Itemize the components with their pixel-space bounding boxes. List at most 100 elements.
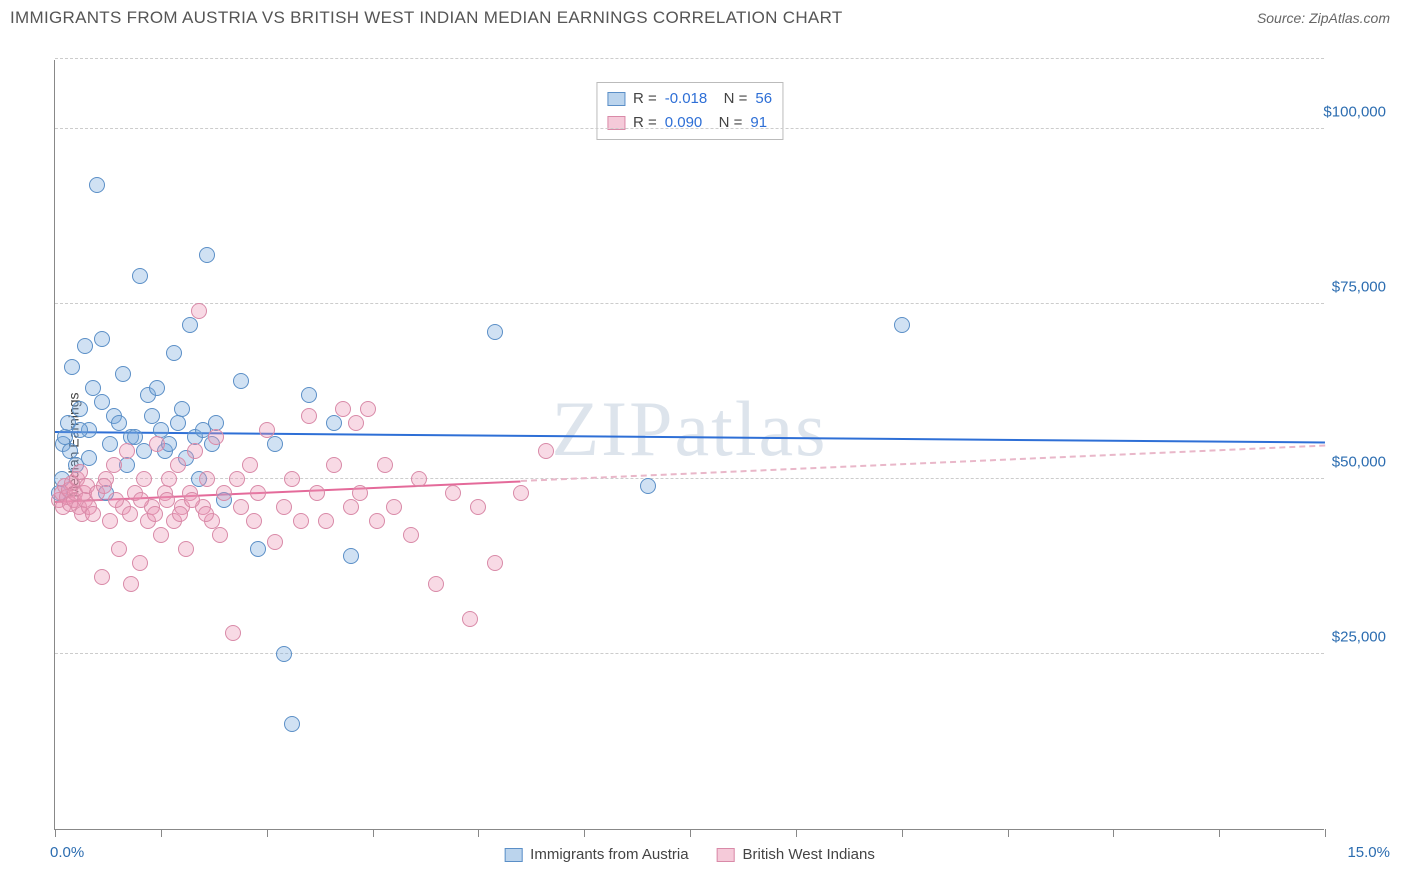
data-point-b — [225, 625, 241, 641]
gridline-h — [55, 128, 1324, 129]
data-point-b — [348, 415, 364, 431]
data-point-b — [191, 303, 207, 319]
data-point-b — [187, 443, 203, 459]
data-point-a — [343, 548, 359, 564]
data-point-b — [242, 457, 258, 473]
data-point-a — [166, 345, 182, 361]
x-tick — [478, 829, 479, 837]
gridline-h — [55, 478, 1324, 479]
chart-container: Median Earnings ZIPatlas R = -0.018 N = … — [44, 40, 1384, 840]
data-point-b — [159, 492, 175, 508]
data-point-a — [111, 415, 127, 431]
data-point-b — [184, 492, 200, 508]
data-point-a — [250, 541, 266, 557]
y-tick-label: $25,000 — [1332, 629, 1386, 646]
data-point-b — [470, 499, 486, 515]
legend-stats-row-a: R = -0.018 N = 56 — [607, 87, 772, 111]
data-point-b — [132, 555, 148, 571]
data-point-b — [246, 513, 262, 529]
data-point-b — [149, 436, 165, 452]
data-point-a — [199, 247, 215, 263]
data-point-b — [352, 485, 368, 501]
x-tick — [161, 829, 162, 837]
y-tick-label: $100,000 — [1323, 104, 1386, 121]
data-point-b — [172, 506, 188, 522]
data-point-b — [428, 576, 444, 592]
swatch-a-icon — [504, 848, 522, 862]
data-point-b — [343, 499, 359, 515]
x-tick — [1008, 829, 1009, 837]
trend-line-b-dash — [521, 445, 1325, 482]
data-point-b — [259, 422, 275, 438]
data-point-a — [301, 387, 317, 403]
data-point-b — [462, 611, 478, 627]
data-point-b — [360, 401, 376, 417]
data-point-a — [267, 436, 283, 452]
data-point-b — [369, 513, 385, 529]
data-point-b — [335, 401, 351, 417]
data-point-b — [487, 555, 503, 571]
data-point-a — [182, 317, 198, 333]
data-point-b — [377, 457, 393, 473]
x-tick — [267, 829, 268, 837]
data-point-b — [216, 485, 232, 501]
x-tick — [690, 829, 691, 837]
y-tick-label: $75,000 — [1332, 279, 1386, 296]
data-point-b — [161, 471, 177, 487]
data-point-b — [170, 457, 186, 473]
data-point-a — [276, 646, 292, 662]
data-point-b — [233, 499, 249, 515]
data-point-b — [293, 513, 309, 529]
data-point-b — [276, 499, 292, 515]
data-point-a — [149, 380, 165, 396]
data-point-a — [640, 478, 656, 494]
data-point-b — [136, 471, 152, 487]
data-point-a — [77, 338, 93, 354]
data-point-b — [153, 527, 169, 543]
data-point-b — [102, 513, 118, 529]
x-tick — [1219, 829, 1220, 837]
x-tick — [373, 829, 374, 837]
data-point-b — [403, 527, 419, 543]
data-point-b — [513, 485, 529, 501]
data-point-b — [284, 471, 300, 487]
data-point-b — [208, 429, 224, 445]
data-point-b — [123, 576, 139, 592]
legend-series: Immigrants from Austria British West Ind… — [504, 846, 875, 863]
data-point-b — [318, 513, 334, 529]
data-point-b — [199, 471, 215, 487]
data-point-b — [133, 492, 149, 508]
data-point-b — [445, 485, 461, 501]
data-point-b — [267, 534, 283, 550]
data-point-b — [229, 471, 245, 487]
watermark: ZIPatlas — [552, 384, 828, 474]
data-point-a — [284, 716, 300, 732]
legend-stats: R = -0.018 N = 56 R = 0.090 N = 91 — [596, 82, 783, 140]
data-point-a — [72, 401, 88, 417]
legend-item-b: British West Indians — [717, 846, 875, 863]
swatch-a-icon — [607, 92, 625, 106]
data-point-b — [198, 506, 214, 522]
data-point-a — [170, 415, 186, 431]
x-tick — [1113, 829, 1114, 837]
data-point-a — [233, 373, 249, 389]
data-point-b — [301, 408, 317, 424]
x-tick — [55, 829, 56, 837]
x-axis-min-label: 0.0% — [50, 844, 84, 861]
gridline-h — [55, 653, 1324, 654]
data-point-a — [94, 331, 110, 347]
data-point-a — [102, 436, 118, 452]
x-tick — [796, 829, 797, 837]
y-tick-label: $50,000 — [1332, 454, 1386, 471]
data-point-b — [326, 457, 342, 473]
data-point-b — [85, 506, 101, 522]
data-point-b — [147, 506, 163, 522]
data-point-a — [64, 359, 80, 375]
data-point-b — [94, 569, 110, 585]
data-point-b — [411, 471, 427, 487]
data-point-b — [212, 527, 228, 543]
data-point-b — [538, 443, 554, 459]
chart-title: IMMIGRANTS FROM AUSTRIA VS BRITISH WEST … — [10, 8, 843, 28]
swatch-b-icon — [717, 848, 735, 862]
data-point-b — [250, 485, 266, 501]
